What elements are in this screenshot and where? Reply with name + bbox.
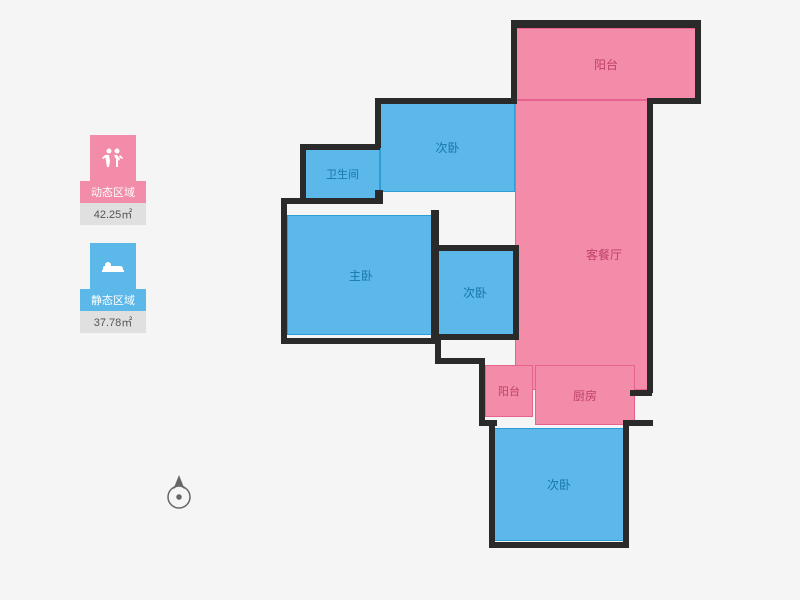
wall [511,20,701,28]
room-label: 卫生间 [326,166,359,182]
sleep-icon [90,243,136,289]
room-次卧: 次卧 [493,428,625,541]
room-label: 阳台 [498,383,520,399]
room-阳台: 阳台 [515,28,697,100]
wall [695,20,701,102]
room-label: 客餐厅 [586,246,622,263]
wall [375,98,381,148]
wall [623,420,653,426]
wall [489,420,495,548]
wall [647,98,701,104]
wall [300,144,306,202]
room-次卧: 次卧 [380,102,515,192]
legend-panel: 动态区域 42.25㎡ 静态区域 37.78㎡ [80,135,146,351]
wall [479,358,485,423]
wall [511,20,517,102]
room-主卧: 主卧 [287,215,435,335]
wall [300,144,380,150]
room-客餐厅: 客餐厅 [515,100,650,390]
legend-dynamic-label: 动态区域 [80,181,146,203]
legend-dynamic: 动态区域 42.25㎡ [80,135,146,225]
wall [435,358,483,364]
wall [431,334,519,340]
wall [375,98,517,104]
wall [281,198,287,343]
people-icon [90,135,136,181]
wall [375,190,383,204]
room-label: 次卧 [435,139,459,156]
room-阳台: 阳台 [485,365,533,417]
room-label: 阳台 [594,56,618,73]
room-label: 次卧 [547,476,571,493]
compass-icon [165,475,193,510]
room-厨房: 厨房 [535,365,635,425]
wall [623,420,629,548]
room-label: 次卧 [463,284,487,301]
wall [431,245,519,251]
wall [431,210,439,340]
wall [281,338,441,344]
wall [513,245,519,340]
legend-static-label: 静态区域 [80,289,146,311]
wall [281,198,383,204]
room-卫生间: 卫生间 [305,148,380,200]
wall [489,542,629,548]
room-次卧: 次卧 [435,250,515,335]
room-label: 厨房 [573,387,597,404]
legend-static-value: 37.78㎡ [80,311,146,333]
legend-static: 静态区域 37.78㎡ [80,243,146,333]
wall [630,390,652,396]
legend-dynamic-value: 42.25㎡ [80,203,146,225]
floorplan: 阳台客餐厅厨房阳台次卧卫生间主卧次卧次卧 [275,20,735,580]
room-label: 主卧 [349,267,373,284]
wall [647,98,653,393]
